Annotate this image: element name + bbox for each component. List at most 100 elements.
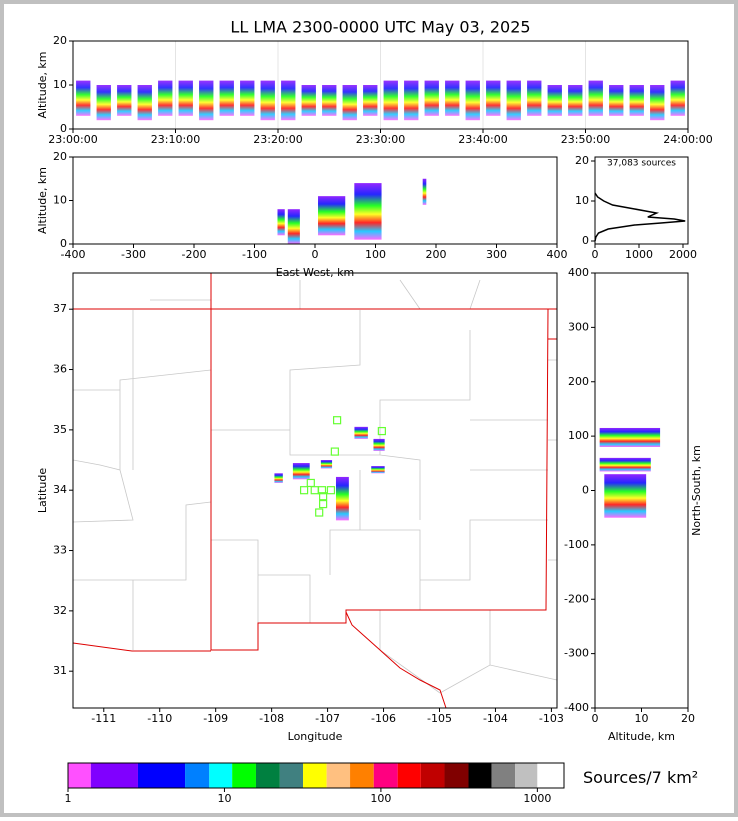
y-tick-label: -400 (564, 701, 589, 714)
chart-title: LL LMA 2300-0000 UTC May 03, 2025 (230, 18, 530, 37)
x-tick-label: -400 (61, 248, 86, 261)
altitude-range (383, 80, 398, 121)
x-tick-label: 23:00:00 (48, 133, 97, 146)
altitude-range (137, 85, 152, 121)
x-tick-label: 20 (681, 712, 695, 725)
y-tick-label: 400 (568, 266, 589, 279)
y-tick-label: 0 (60, 122, 67, 135)
altitude-range (219, 80, 234, 116)
x-tick-label: -110 (147, 712, 172, 725)
y-tick-label: -300 (564, 647, 589, 660)
source-density (287, 209, 300, 244)
source-density (354, 183, 382, 240)
x-tick-label: -100 (242, 248, 267, 261)
y-tick-label: 0 (60, 237, 67, 250)
station (330, 447, 339, 456)
x-tick-label: 10 (217, 792, 231, 805)
colorbar-bin (68, 763, 91, 788)
colorbar-bin (444, 763, 469, 788)
x-tick-label: -107 (315, 712, 340, 725)
altitude-range (609, 85, 624, 116)
x-tick-label: 23:50:00 (561, 133, 610, 146)
y-tick-label: 300 (568, 320, 589, 333)
colorbar-bin (468, 763, 492, 788)
source-density (373, 438, 385, 451)
station (319, 492, 328, 501)
colorbar-bin (303, 763, 327, 788)
x-tick-label: 300 (486, 248, 507, 261)
altitude-range (117, 85, 132, 116)
x-tick-label: 1000 (523, 792, 551, 805)
source-density (292, 463, 310, 480)
axes-frame (72, 156, 558, 245)
colorbar-bin (279, 763, 304, 788)
altitude-range (506, 80, 521, 121)
altitude-range (588, 80, 603, 116)
colorbar-bin (420, 763, 445, 788)
x-tick-label: 24:00:00 (663, 133, 712, 146)
axes-frame (594, 156, 689, 245)
colorbar-bin (373, 763, 398, 788)
y-tick-label: 32 (53, 604, 67, 617)
y-axis-label: Latitude (36, 468, 49, 514)
colorbar-bin (326, 763, 351, 788)
y-tick-label: 20 (53, 150, 67, 163)
station (317, 486, 327, 495)
x-tick-label: 0 (312, 248, 319, 261)
x-tick-label: 100 (370, 792, 391, 805)
source-density (599, 457, 651, 472)
altitude-range (465, 80, 480, 121)
source-density (599, 427, 661, 447)
altitude-range (547, 85, 562, 116)
y-tick-label: 20 (575, 154, 589, 167)
x-tick-label: 0 (592, 248, 599, 261)
y-tick-label: 100 (568, 429, 589, 442)
y-tick-label: 20 (53, 34, 67, 47)
station (315, 508, 324, 517)
axes-frame (72, 272, 558, 709)
colorbar-bin (397, 763, 421, 788)
colorbar-bin (209, 763, 233, 788)
colorbar-bin (255, 763, 280, 788)
x-tick-label: 200 (426, 248, 447, 261)
x-tick-label: -300 (121, 248, 146, 261)
altitude-range (445, 80, 460, 116)
altitude-range (96, 85, 111, 121)
x-tick-label: 23:40:00 (458, 133, 507, 146)
x-tick-label: -111 (91, 712, 116, 725)
source-density (354, 426, 368, 439)
altitude-range (199, 80, 214, 121)
altitude-range (178, 80, 193, 116)
source-density (335, 476, 349, 521)
x-tick-label: 23:30:00 (356, 133, 405, 146)
y-tick-label: 36 (53, 363, 67, 376)
y-tick-label: -200 (564, 592, 589, 605)
station (299, 486, 309, 495)
y-tick-label: 0 (582, 484, 589, 497)
y-tick-label: 34 (53, 483, 67, 496)
y-axis-label: Altitude, km (36, 167, 49, 234)
altitude-range (404, 80, 419, 121)
colorbar-bin (515, 763, 538, 788)
axes-frame (67, 762, 565, 789)
x-tick-label: -103 (539, 712, 564, 725)
x-tick-label: -108 (259, 712, 284, 725)
x-axis-label: Altitude, km (608, 730, 675, 743)
x-tick-label: -106 (371, 712, 396, 725)
altitude-range (342, 85, 357, 121)
y-tick-label: 35 (53, 423, 67, 436)
x-tick-label: 0 (592, 712, 599, 725)
station (319, 499, 328, 509)
altitude-range (260, 80, 275, 121)
altitude-histogram (594, 192, 686, 242)
altitude-range (158, 80, 173, 116)
altitude-range (670, 80, 685, 116)
y-axis-label: Altitude, km (36, 51, 49, 118)
altitude-range (650, 85, 665, 121)
station (333, 416, 342, 425)
altitude-range (527, 80, 542, 116)
y-axis-label: North-South, km (690, 445, 703, 536)
y-tick-label: -100 (564, 538, 589, 551)
